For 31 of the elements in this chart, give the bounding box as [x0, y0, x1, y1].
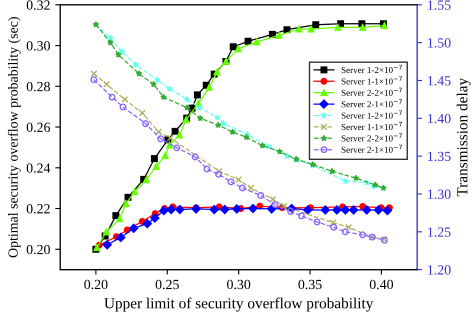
y-tick-label: 0.20 [26, 244, 50, 254]
y2-tick-label: 1.50 [428, 38, 451, 48]
y-axis-title: Optimal security overflow probability (sec) [8, 17, 21, 258]
x-tick-label: 0.40 [370, 280, 394, 290]
x-tick-label: 0.30 [227, 280, 250, 290]
y2-tick-label: 1.55 [428, 0, 451, 10]
y2-tick-label: 1.45 [428, 76, 451, 86]
y2-tick-label: 1.40 [428, 114, 451, 124]
y2-tick-label: 1.30 [428, 190, 451, 199]
y2-tick-label: 1.20 [428, 265, 451, 275]
x-tick-label: 0.20 [84, 280, 108, 290]
x-tick-label: 0.35 [298, 280, 322, 290]
legend-label: Server 2-1×10$^{−7}$ [342, 144, 402, 153]
y-tick-label: 0.24 [26, 163, 50, 173]
x-axis-title: Upper limit of security overflow probability [104, 298, 374, 312]
y-tick-label: 0.30 [26, 41, 50, 51]
x-tick-label: 0.25 [156, 280, 179, 290]
y-tick-label: 0.22 [26, 204, 50, 214]
legend-label: Server 2-1×10$^{−7}$ [342, 99, 402, 108]
legend-label: Server 1-2×10$^{−7}$ [342, 64, 402, 74]
legend-label: Server 1-1×10$^{−7}$ [342, 122, 402, 130]
legend-label: Server 2-2×10$^{−7}$ [342, 133, 402, 142]
y2-axis-title: Transmission delay [456, 78, 471, 196]
y-tick-label: 0.28 [26, 82, 50, 92]
y-tick-label: 0.32 [26, 0, 50, 10]
y-tick-label: 0.26 [26, 122, 50, 132]
y2-tick-label: 1.35 [428, 152, 451, 162]
legend-label: Server 2-2×10$^{−7}$ [342, 88, 402, 96]
legend-label: Server 1-1×10$^{−7}$ [342, 76, 402, 84]
legend-label: Server 1-2×10$^{−7}$ [342, 110, 402, 119]
y2-tick-label: 1.25 [428, 227, 451, 237]
